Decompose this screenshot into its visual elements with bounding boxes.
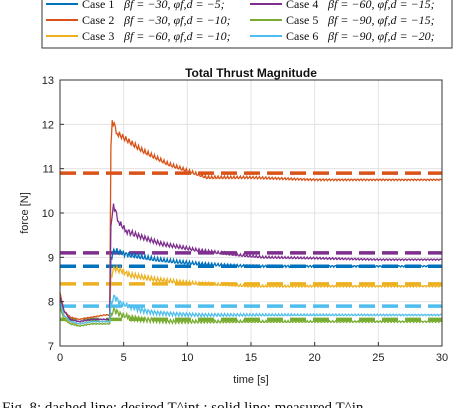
legend-case-label: Case 2 — [82, 13, 114, 27]
legend-params: βf = −60, φf,d = −15; — [327, 0, 435, 11]
legend-params: βf = −60, φf,d = −10; — [123, 29, 231, 43]
y-tick-label: 10 — [42, 208, 54, 220]
x-tick-label: 25 — [372, 352, 384, 364]
x-tick-label: 30 — [436, 352, 448, 364]
x-tick-label: 0 — [57, 352, 63, 364]
y-tick-label: 7 — [48, 341, 54, 353]
y-tick-label: 11 — [43, 164, 54, 176]
legend-case-label: Case 1 — [82, 0, 114, 11]
legend-case-label: Case 3 — [82, 29, 114, 43]
legend-params: βf = −90, φf,d = −15; — [327, 13, 435, 27]
y-tick-label: 12 — [42, 119, 54, 131]
y-tick-label: 8 — [48, 297, 54, 309]
legend-box — [41, 0, 453, 49]
series-line-case-1 — [59, 247, 442, 323]
legend-params: βf = −30, φf,d = −5; — [123, 0, 225, 11]
x-tick-label: 20 — [309, 352, 321, 364]
y-axis-label: force [N] — [19, 192, 31, 234]
series-line-case-2 — [59, 120, 443, 321]
x-axis-label: time [s] — [233, 374, 268, 386]
legend-params: βf = −30, φf,d = −10; — [123, 13, 231, 27]
plot-area: 0 5 10 15 20 25 30 7 8 9 10 11 12 13 — [42, 75, 448, 364]
series-line-case-4 — [59, 203, 443, 323]
chart-title: Total Thrust Magnitude — [185, 66, 317, 80]
legend-case-label: Case 5 — [286, 13, 318, 27]
legend-case-label: Case 4 — [286, 0, 318, 11]
series-line-case-3 — [59, 263, 443, 326]
x-tick-label: 5 — [121, 352, 127, 364]
figure-caption: Fig. 8: dashed line: desired T^int ; sol… — [2, 400, 364, 408]
y-axis-ticks: 7 8 9 10 11 12 13 — [42, 75, 64, 353]
x-tick-label: 15 — [245, 352, 257, 364]
y-tick-label: 13 — [42, 75, 54, 87]
legend: Case 1 βf = −30, φf,d = −5; Case 4 βf = −60… — [41, 0, 453, 49]
y-tick-label: 9 — [48, 252, 54, 264]
x-tick-label: 10 — [181, 352, 193, 364]
series-line-case-5 — [59, 305, 443, 328]
legend-case-label: Case 6 — [286, 29, 318, 43]
legend-params: βf = −90, φf,d = −20; — [327, 29, 435, 43]
series-line-case-6 — [59, 294, 443, 325]
measured-lines — [59, 120, 443, 328]
x-axis-ticks: 0 5 10 15 20 25 30 — [57, 342, 448, 364]
